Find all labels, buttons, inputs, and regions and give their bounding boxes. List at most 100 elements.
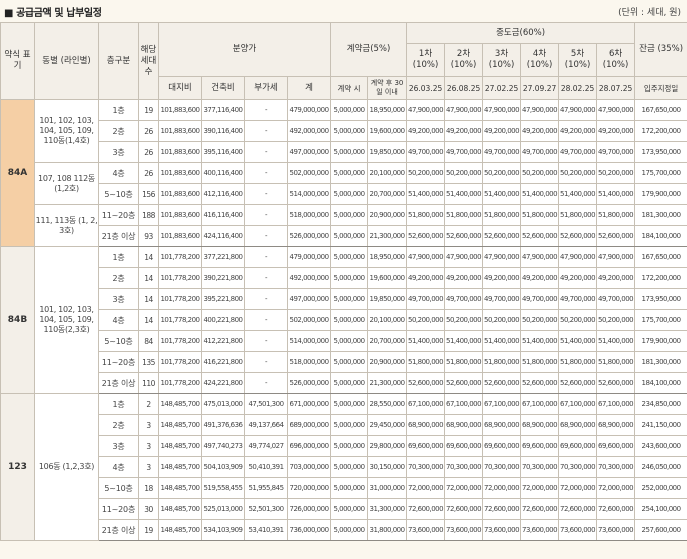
table-row: 107, 108 112동 (1,2호) 4층 26 101,883,600 400,1… [1, 162, 687, 205]
cell-building: 497,740,273 [201, 435, 245, 457]
cell-total: 514,000,000 [286, 330, 332, 352]
cell-balance: 254,100,000 [634, 498, 687, 520]
cell-floor: 3층 [98, 141, 139, 163]
cell-mid-1: 72,600,000 [406, 498, 446, 520]
cell-land: 101,883,600 [158, 120, 202, 142]
cell-households: 135 [138, 351, 159, 373]
cell-mid-5: 52,600,000 [558, 225, 598, 247]
cell-balance: 243,600,000 [634, 435, 687, 457]
table-row: 84A 101, 102, 103, 104, 105, 109, 110동(1,… [0, 99, 687, 247]
cell-balance: 184,100,000 [634, 372, 687, 394]
cell-mid-3: 50,200,000 [482, 309, 522, 331]
cell-mid-6: 49,200,000 [596, 120, 636, 142]
table-row: 3층 14 101,778,200 395,221,800-497,000,000 5,… [1, 288, 687, 310]
type-cell: 123 [0, 393, 35, 541]
cell-mid-3: 51,400,000 [482, 330, 522, 352]
cell-balance: 246,050,000 [634, 456, 687, 478]
cell-mid-2: 51,800,000 [444, 351, 484, 373]
cell-floor: 21층 이상 [98, 225, 139, 247]
cell-mid-2: 52,600,000 [444, 225, 484, 247]
cell-dep-after-30: 20,100,000 [367, 162, 408, 184]
cell-total: 696,000,000 [286, 435, 332, 457]
cell-mid-3: 72,600,000 [482, 498, 522, 520]
cell-mid-3: 72,000,000 [482, 477, 522, 499]
cell-mid-4: 49,700,000 [520, 288, 560, 310]
cell-mid-6: 49,700,000 [596, 141, 636, 163]
cell-land: 148,485,700 [158, 393, 202, 415]
cell-land: 101,778,200 [158, 372, 202, 394]
cell-floor: 11~20층 [98, 351, 139, 373]
cell-dep-after-30: 20,100,000 [367, 309, 408, 331]
cell-land: 148,485,700 [158, 519, 202, 541]
cell-balance: 179,900,000 [634, 183, 687, 205]
cell-total: 720,000,000 [286, 477, 332, 499]
cell-mid-4: 51,400,000 [520, 183, 560, 205]
cell-mid-2: 72,600,000 [444, 498, 484, 520]
cell-mid-2: 73,600,000 [444, 519, 484, 541]
cell-mid-1: 51,400,000 [406, 183, 446, 205]
header-households: 해당 세대수 [138, 22, 159, 100]
cell-balance: 173,950,000 [634, 288, 687, 310]
cell-total: 479,000,000 [286, 246, 332, 268]
cell-mid-4: 47,900,000 [520, 99, 560, 121]
cell-mid-6: 50,200,000 [596, 162, 636, 184]
cell-dep-at-contract: 5,000,000 [330, 477, 369, 499]
cell-mid-5: 68,900,000 [558, 414, 598, 436]
cell-mid-3: 49,700,000 [482, 141, 522, 163]
cell-mid-3: 51,400,000 [482, 183, 522, 205]
cell-balance: 241,150,000 [634, 414, 687, 436]
cell-land: 101,883,600 [158, 183, 202, 205]
header-balance: 잔금 (35%) [634, 22, 687, 77]
header-total: 계 [286, 76, 332, 100]
cell-mid-3: 49,700,000 [482, 288, 522, 310]
cell-mid-1: 68,900,000 [406, 414, 446, 436]
cell-dep-after-30: 21,300,000 [367, 225, 408, 247]
dong-cell: 101, 102, 103, 104, 105, 109, 110동(2,3호) [34, 246, 99, 394]
cell-mid-1: 51,800,000 [406, 351, 446, 373]
cell-households: 84 [138, 330, 159, 352]
cell-balance: 257,600,000 [634, 519, 687, 541]
cell-floor: 5~10층 [98, 183, 139, 205]
cell-land: 101,778,200 [158, 288, 202, 310]
cell-dep-at-contract: 5,000,000 [330, 141, 369, 163]
cell-mid-4: 47,900,000 [520, 246, 560, 268]
cell-mid-3: 73,600,000 [482, 519, 522, 541]
cell-building: 424,221,800 [201, 372, 245, 394]
cell-dep-at-contract: 5,000,000 [330, 456, 369, 478]
cell-mid-5: 52,600,000 [558, 372, 598, 394]
cell-mid-6: 72,600,000 [596, 498, 636, 520]
cell-mid-4: 67,100,000 [520, 393, 560, 415]
cell-vat: - [244, 141, 288, 163]
cell-mid-1: 49,200,000 [406, 120, 446, 142]
cell-total: 479,000,000 [286, 99, 332, 121]
table-row: 5~10층 156 101,883,600 412,116,400-514,000,0… [1, 183, 687, 205]
price-schedule-table: 약식 표기 동별 (라인별) 층구분 해당 세대수 분양가 계약금(5%) 중도… [0, 22, 687, 541]
cell-mid-3: 49,200,000 [482, 120, 522, 142]
cell-vat: 51,955,845 [244, 477, 288, 499]
cell-mid-4: 49,200,000 [520, 267, 560, 289]
cell-mid-1: 51,800,000 [406, 204, 446, 226]
cell-land: 148,485,700 [158, 498, 202, 520]
cell-dep-at-contract: 5,000,000 [330, 351, 369, 373]
cell-mid-4: 72,600,000 [520, 498, 560, 520]
cell-dep-after-30: 19,850,000 [367, 288, 408, 310]
cell-mid-1: 47,900,000 [406, 246, 446, 268]
header-dong: 동별 (라인별) [34, 22, 99, 100]
cell-building: 416,221,800 [201, 351, 245, 373]
cell-mid-3: 70,300,000 [482, 456, 522, 478]
cell-total: 492,000,000 [286, 267, 332, 289]
cell-land: 148,485,700 [158, 435, 202, 457]
cell-dep-at-contract: 5,000,000 [330, 204, 369, 226]
cell-mid-4: 72,000,000 [520, 477, 560, 499]
cell-mid-5: 72,000,000 [558, 477, 598, 499]
table-body: 84A 101, 102, 103, 104, 105, 109, 110동(1,… [0, 99, 687, 541]
cell-total: 526,000,000 [286, 372, 332, 394]
header-date-balance: 입주지정일 [634, 76, 687, 100]
cell-vat: - [244, 288, 288, 310]
cell-mid-2: 49,700,000 [444, 141, 484, 163]
cell-dep-after-30: 28,550,000 [367, 393, 408, 415]
cell-vat: - [244, 351, 288, 373]
cell-mid-1: 51,400,000 [406, 330, 446, 352]
cell-vat: - [244, 120, 288, 142]
section-title: ■ 공급금액 및 납부일정 [4, 8, 102, 19]
